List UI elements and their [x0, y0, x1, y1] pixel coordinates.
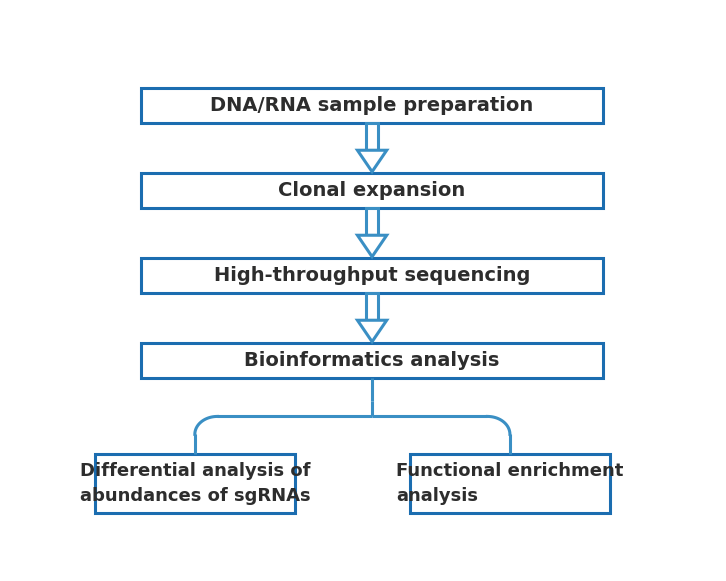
Text: Bioinformatics analysis: Bioinformatics analysis	[245, 351, 499, 370]
FancyBboxPatch shape	[142, 257, 603, 293]
Polygon shape	[357, 320, 387, 342]
Polygon shape	[357, 235, 387, 257]
Polygon shape	[366, 209, 378, 235]
Polygon shape	[357, 150, 387, 172]
FancyBboxPatch shape	[410, 454, 610, 512]
Text: Functional enrichment
analysis: Functional enrichment analysis	[396, 462, 624, 505]
Polygon shape	[366, 293, 378, 320]
Text: Clonal expansion: Clonal expansion	[279, 181, 465, 200]
FancyBboxPatch shape	[142, 173, 603, 209]
Polygon shape	[366, 123, 378, 150]
Text: High-throughput sequencing: High-throughput sequencing	[214, 266, 530, 285]
Text: DNA/RNA sample preparation: DNA/RNA sample preparation	[211, 96, 534, 115]
Text: Differential analysis of
abundances of sgRNAs: Differential analysis of abundances of s…	[80, 462, 310, 505]
FancyBboxPatch shape	[142, 88, 603, 123]
FancyBboxPatch shape	[95, 454, 295, 512]
FancyBboxPatch shape	[142, 343, 603, 378]
